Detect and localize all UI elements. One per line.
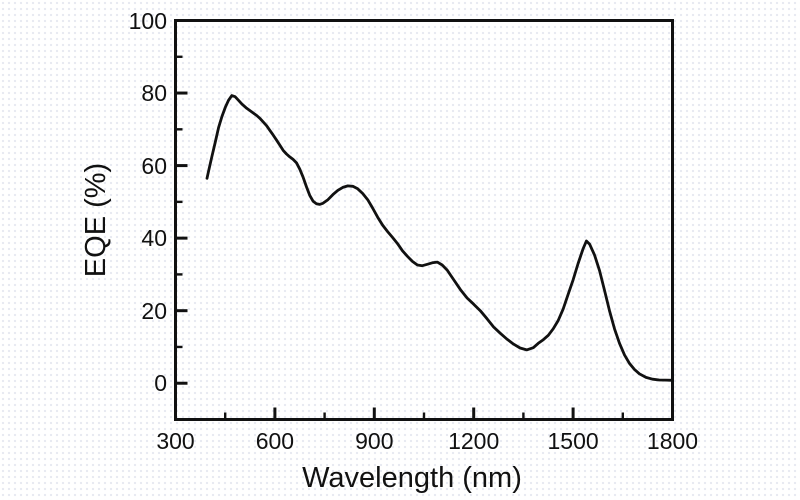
y-tick-label: 60 [141, 152, 167, 179]
y-tick-label: 80 [141, 80, 167, 107]
y-tick-label: 0 [154, 370, 167, 397]
y-tick-label: 20 [141, 297, 167, 324]
x-tick-label: 1800 [646, 428, 699, 454]
x-tick-label: 600 [255, 428, 295, 454]
y-tick-label: 40 [141, 225, 167, 252]
x-tick-label: 1200 [448, 428, 500, 454]
eqe-curve [205, 94, 674, 382]
x-tick-label: 300 [156, 428, 195, 454]
x-axis-title: Wavelength (nm) [302, 462, 522, 494]
x-tick-label: 1500 [547, 428, 599, 454]
y-axis-title: EQE (%) [80, 162, 112, 278]
plot-frame [174, 19, 674, 421]
x-tick-label: 900 [355, 428, 394, 454]
y-tick-label: 100 [128, 7, 167, 34]
